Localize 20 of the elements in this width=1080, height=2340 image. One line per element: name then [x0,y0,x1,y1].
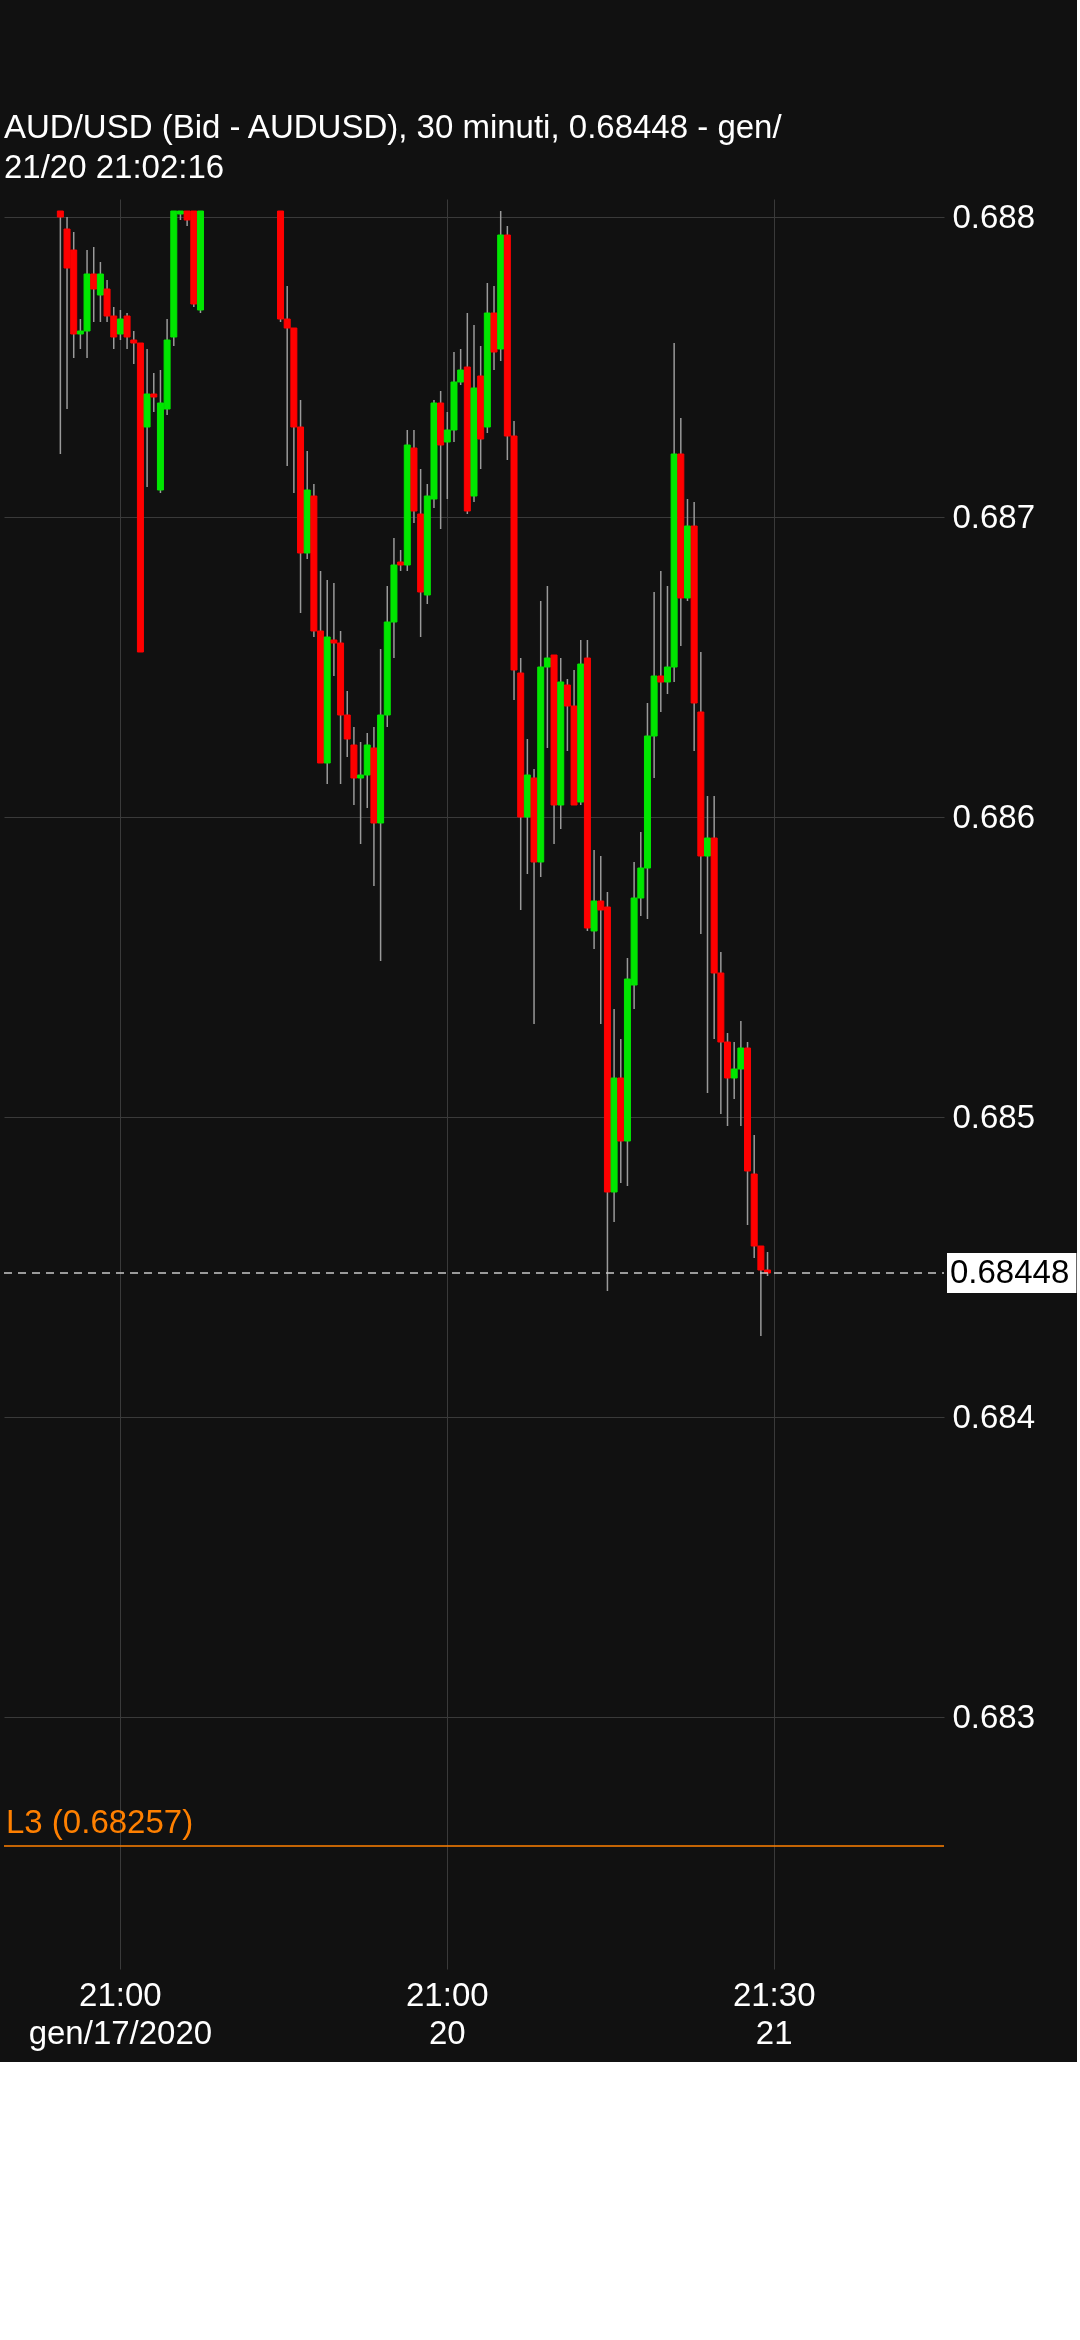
candlestick [56,210,64,455]
ref-line-label: L3 (0.68257) [6,1803,194,1840]
candlestick [96,261,104,323]
y-tick-label: 0.686 [952,797,1036,835]
chart-title: AUD/USD (Bid - AUDUSD), 30 minuti, 0.68448 - gen/21/20 21:02:16 [4,108,783,185]
ref-line-label: 0.68448 [950,1253,1070,1290]
y-tick-label: 0.685 [952,1097,1036,1135]
y-tick-label: 0.684 [952,1397,1036,1435]
y-tick-label: 0.683 [952,1697,1036,1735]
y-tick-label: 0.687 [952,497,1036,535]
candlestick [90,246,98,323]
candlestick [657,570,665,713]
candlestick [397,549,405,572]
candlestick [150,372,158,413]
candlestick [116,309,124,341]
x-tick-label: 21:00 20 [406,1975,489,2051]
candlestick [704,795,711,1094]
x-tick-label: 21:30 21 [732,1975,816,2051]
y-tick-label: 0.688 [952,197,1036,235]
x-tick-label: 21:00 gen/17/2020 [28,1975,213,2051]
